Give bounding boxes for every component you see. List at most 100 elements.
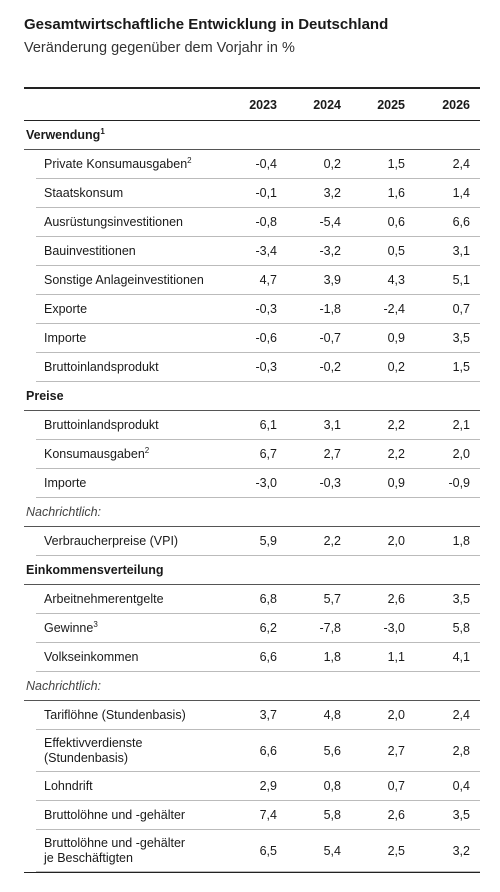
value-cell: 5,8: [323, 808, 341, 822]
label-text: Bauinvestitionen: [44, 244, 136, 258]
label-line: je Beschäftigten: [44, 851, 185, 866]
footnote-marker: 2: [144, 445, 150, 455]
value-cell: 4,7: [259, 273, 277, 287]
footnote-marker: 2: [187, 155, 192, 165]
value-cell: 2,8: [452, 743, 470, 758]
value-cell: -0,2: [319, 360, 341, 374]
bottom-rule: [24, 872, 480, 873]
label-line: Bauinvestitionen: [44, 244, 136, 259]
value-cell: 3,1: [452, 244, 470, 258]
value-cell: -0,3: [255, 302, 277, 316]
section-heading: Verwendung1: [26, 127, 105, 143]
value-cell: -0,8: [255, 215, 277, 229]
value-cell: -0,7: [319, 331, 341, 345]
value-cell: 2,4: [452, 708, 470, 722]
row-label: Bauinvestitionen: [44, 244, 136, 259]
row-rule: [24, 584, 480, 585]
label-text: Exporte: [44, 302, 88, 316]
value-cell: 0,2: [387, 360, 405, 374]
value-cell: 6,1: [259, 418, 277, 432]
row-rule: [36, 829, 480, 830]
label-text: Staatskonsum: [44, 186, 124, 200]
row-rule: [36, 439, 480, 440]
value-cell: 5,6: [323, 743, 341, 758]
value-cell: -3,0: [383, 621, 405, 635]
row-rule: [36, 555, 480, 556]
value-cell: 3,9: [323, 273, 341, 287]
value-cell: 2,6: [387, 808, 405, 822]
label-text: Importe: [44, 476, 87, 490]
row-rule: [36, 671, 480, 672]
value-cell: -0,6: [255, 331, 277, 345]
row-label: Tariflöhne (Stundenbasis): [44, 708, 186, 723]
row-rule: [36, 236, 480, 237]
value-cell: 0,4: [452, 779, 470, 793]
row-rule: [36, 497, 480, 498]
label-text: Gewinne: [44, 621, 94, 635]
top-rule: [24, 87, 480, 89]
value-cell: 3,5: [452, 592, 470, 606]
row-label: Private Konsumausgaben2: [44, 155, 192, 172]
value-cell: 6,7: [259, 447, 277, 461]
value-cell: 2,0: [387, 534, 405, 548]
row-label: Importe: [44, 331, 86, 346]
value-cell: 4,8: [323, 708, 341, 722]
value-cell: 5,1: [452, 273, 470, 287]
value-cell: -1,8: [319, 302, 341, 316]
value-cell: 2,1: [452, 418, 470, 432]
row-label: Ausrüstungsinvestitionen: [44, 215, 183, 230]
label-text: Konsumausgaben: [44, 447, 145, 461]
label-line: Effektivverdienste: [44, 736, 142, 751]
row-label: Exporte: [44, 302, 87, 317]
value-cell: 2,0: [387, 708, 405, 722]
value-cell: 0,2: [323, 157, 341, 171]
row-rule: [24, 526, 480, 527]
row-rule: [24, 149, 480, 150]
column-header: 2026: [442, 98, 470, 112]
value-cell: 1,8: [323, 650, 341, 664]
heading-text: Nachrichtlich:: [26, 505, 102, 519]
row-label: Importe: [44, 476, 86, 491]
value-cell: 6,6: [452, 215, 470, 229]
label-text: Sonstige Anlageinvestitionen: [44, 273, 204, 287]
value-cell: 1,1: [387, 650, 405, 664]
row-rule: [36, 207, 480, 208]
value-cell: -3,0: [255, 476, 277, 490]
value-cell: 0,6: [387, 215, 405, 229]
label-text: Bruttoinlandsprodukt: [44, 360, 159, 374]
value-cell: -3,4: [255, 244, 277, 258]
value-cell: -5,4: [319, 215, 341, 229]
value-cell: 0,8: [323, 779, 341, 793]
value-cell: 3,2: [452, 843, 470, 858]
label-text: Volkseinkommen: [44, 650, 139, 664]
label-line: Importe: [44, 331, 86, 346]
value-cell: 1,8: [452, 534, 470, 548]
value-cell: 6,5: [259, 843, 277, 858]
label-text: Bruttolöhne und -gehälter: [44, 808, 186, 822]
value-cell: 2,7: [323, 447, 341, 461]
row-label: Bruttolöhne und -gehälter: [44, 808, 185, 823]
value-cell: 4,1: [452, 650, 470, 664]
value-cell: -2,4: [383, 302, 405, 316]
label-line: Staatskonsum: [44, 186, 123, 201]
value-cell: 0,9: [387, 476, 405, 490]
label-line: Konsumausgaben2: [44, 445, 150, 462]
value-cell: -3,2: [319, 244, 341, 258]
header-rule: [24, 120, 480, 121]
value-cell: 2,4: [452, 157, 470, 171]
row-label: Lohndrift: [44, 779, 93, 794]
row-rule: [36, 613, 480, 614]
row-label: Bruttoinlandsprodukt: [44, 360, 159, 375]
value-cell: 1,5: [387, 157, 405, 171]
value-cell: 1,4: [452, 186, 470, 200]
value-cell: 2,7: [387, 743, 405, 758]
label-line: Gewinne3: [44, 619, 98, 636]
value-cell: 0,7: [387, 779, 405, 793]
section-heading: Einkommensverteilung: [26, 563, 164, 578]
value-cell: -7,8: [319, 621, 341, 635]
label-text: je Beschäftigten: [44, 851, 133, 865]
label-text: Arbeitnehmerentgelte: [44, 592, 164, 606]
footnote-marker: 3: [93, 619, 98, 629]
label-text: Bruttolöhne und -gehälter: [44, 836, 186, 850]
row-rule: [36, 642, 480, 643]
